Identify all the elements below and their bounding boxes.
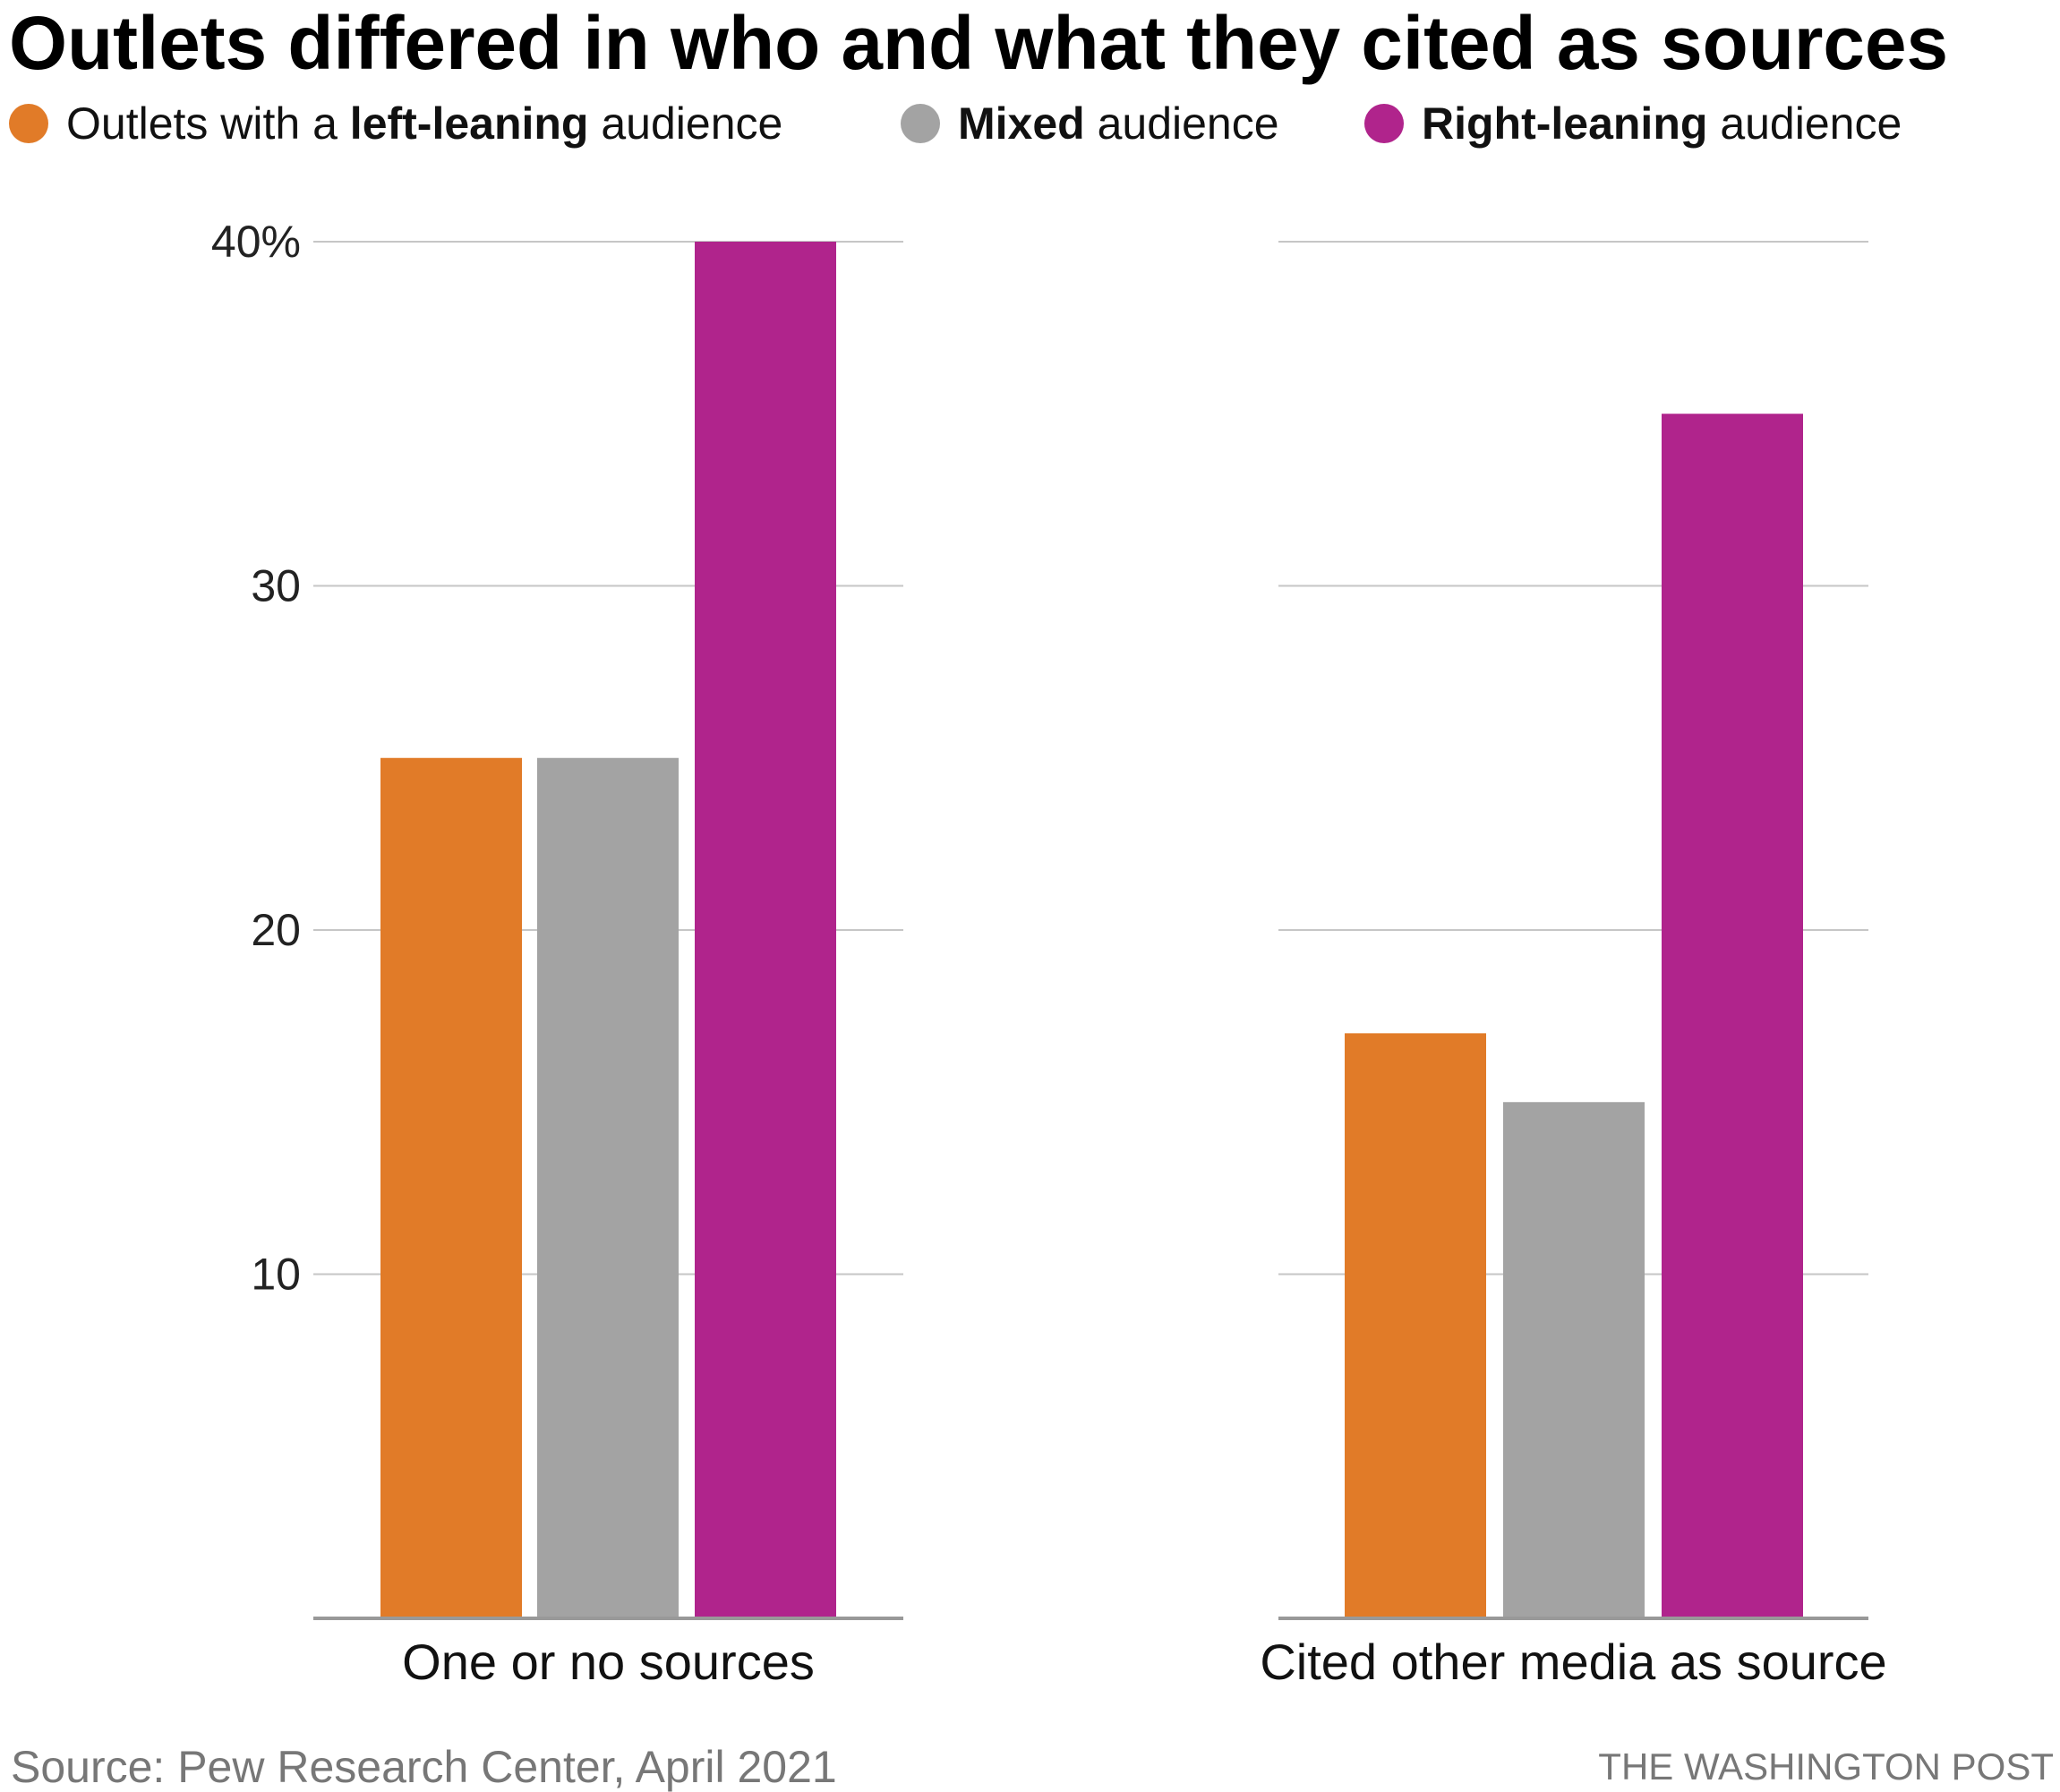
- bar: [537, 757, 679, 1618]
- legend-label: Right-leaning audience: [1422, 98, 1902, 149]
- credit: THE WASHINGTON POST: [1598, 1745, 2054, 1788]
- legend: Outlets with a left-leaning audience Mixe…: [9, 98, 1902, 149]
- plot-area: One or no sources Cited other media as so…: [211, 217, 1887, 1690]
- category-label: Cited other media as source: [1260, 1634, 1886, 1690]
- bar: [380, 757, 522, 1618]
- legend-label: Mixed audience: [958, 98, 1279, 149]
- y-tick-label: 10: [251, 1250, 301, 1300]
- chart-title: Outlets differed in who and what they ci…: [9, 1, 1948, 85]
- y-tick-label: 20: [251, 905, 301, 955]
- legend-swatch: [901, 104, 940, 143]
- bar: [1662, 414, 1803, 1618]
- legend-swatch: [9, 104, 48, 143]
- legend-swatch: [1364, 104, 1404, 143]
- bar: [695, 242, 836, 1618]
- y-tick-label: 30: [251, 561, 301, 611]
- source-note: Source: Pew Research Center, April 2021: [11, 1742, 837, 1792]
- category-label: One or no sources: [402, 1634, 815, 1690]
- bar: [1503, 1102, 1645, 1618]
- y-tick-label: 40%: [211, 217, 301, 267]
- legend-label: Outlets with a left-leaning audience: [66, 98, 782, 149]
- bar: [1345, 1033, 1486, 1618]
